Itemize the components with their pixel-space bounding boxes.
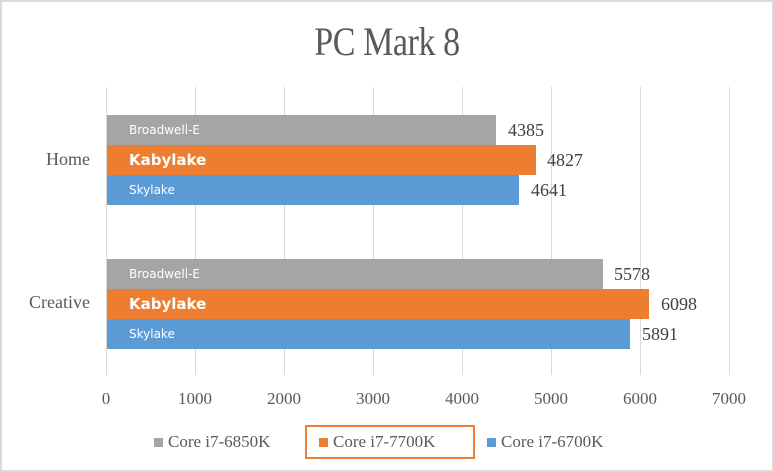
legend-label: Core i7-6700K	[501, 432, 604, 451]
x-tick-label: 4000	[445, 389, 479, 408]
value-label-home-skylake: 4641	[531, 180, 567, 200]
chart-title: PC Mark 8	[314, 19, 460, 64]
value-label-creative-broadwell: 5578	[614, 264, 650, 284]
gridline-4000	[462, 87, 463, 375]
x-tick-label: 5000	[534, 389, 568, 408]
x-tick-label: 1000	[178, 389, 212, 408]
gridline-2000	[284, 87, 285, 375]
gridline-1000	[195, 87, 196, 375]
x-tick-label: 2000	[267, 389, 301, 408]
x-tick-label: 7000	[712, 389, 746, 408]
legend-item-core-i7-7700k: Core i7-7700K	[305, 425, 475, 459]
x-tick-label: 0	[101, 389, 111, 408]
bar-label: Broadwell-E	[129, 267, 200, 281]
legend-item-core-i7-6850k: Core i7-6850K	[154, 425, 270, 459]
bar-label: Broadwell-E	[129, 123, 200, 137]
legend-label: Core i7-7700K	[333, 432, 436, 451]
legend-item-core-i7-6700k: Core i7-6700K	[487, 425, 603, 459]
legend-swatch-icon	[319, 437, 328, 447]
bar-label: Skylake	[129, 327, 175, 341]
bar-home-kabylake: Kabylake	[107, 145, 536, 175]
bar-label: Skylake	[129, 183, 175, 197]
bar-creative-kabylake: Kabylake	[107, 289, 649, 319]
legend-swatch-icon	[487, 437, 496, 447]
gridline-3000	[373, 87, 374, 375]
legend-swatch-icon	[154, 437, 163, 447]
category-label-home: Home	[46, 149, 90, 169]
bar-creative-broadwell: Broadwell-E	[107, 259, 603, 289]
bar-creative-skylake: Skylake	[107, 319, 630, 349]
x-tick-label: 3000	[356, 389, 390, 408]
gridline-6000	[640, 87, 641, 375]
bar-home-broadwell: Broadwell-E	[107, 115, 496, 145]
legend-label: Core i7-6850K	[168, 432, 271, 451]
value-label-home-kabylake: 4827	[547, 150, 583, 170]
category-label-creative: Creative	[29, 292, 90, 312]
bar-label: Kabylake	[129, 295, 207, 313]
gridline-5000	[551, 87, 552, 375]
bar-label: Kabylake	[129, 151, 207, 169]
value-label-creative-kabylake: 6098	[661, 294, 697, 314]
gridline-7000	[729, 87, 730, 375]
x-tick-label: 6000	[623, 389, 657, 408]
gridline-0	[106, 87, 107, 375]
value-label-home-broadwell: 4385	[508, 120, 544, 140]
legend: Core i7-6850K Core i7-7700K Core i7-6700…	[0, 425, 774, 459]
value-label-creative-skylake: 5891	[642, 324, 678, 344]
bar-home-skylake: Skylake	[107, 175, 519, 205]
